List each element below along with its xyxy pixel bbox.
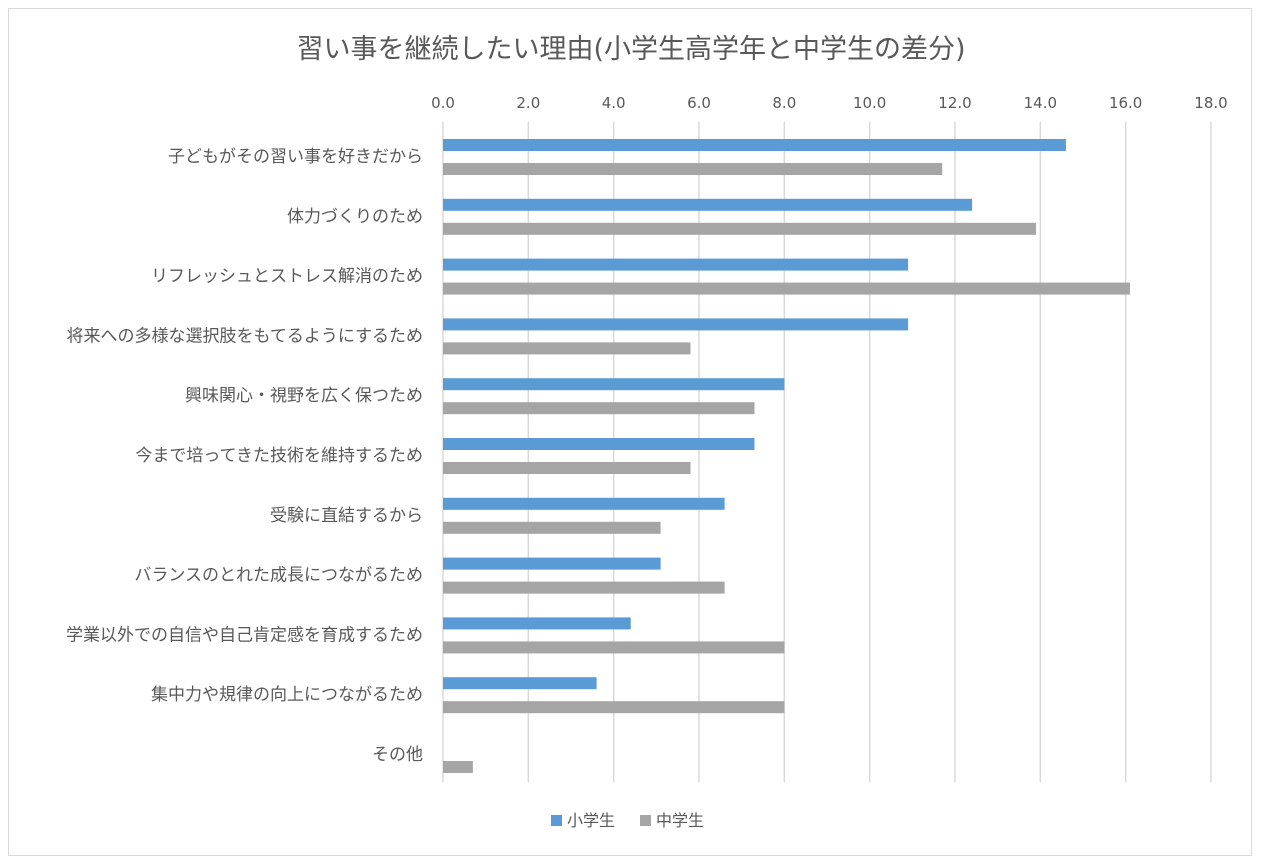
category-label: 学業以外での自信や自己肯定感を育成するため bbox=[66, 625, 423, 645]
bar-elementary bbox=[443, 378, 785, 391]
bar-junior-high bbox=[443, 342, 691, 355]
legend-swatch bbox=[551, 815, 562, 826]
bar-junior-high bbox=[443, 521, 661, 534]
bar-layer bbox=[443, 139, 1130, 773]
x-tick-label: 16.0 bbox=[1109, 94, 1142, 112]
x-tick-label: 2.0 bbox=[516, 94, 540, 112]
bar-elementary bbox=[443, 318, 909, 331]
x-tick-label: 14.0 bbox=[1024, 94, 1057, 112]
legend-label: 中学生 bbox=[656, 811, 704, 830]
x-tick-label: 6.0 bbox=[687, 94, 711, 112]
tick-layer: 0.0 2.0 4.0 6.0 8.0 10.0 12.0 14.0 16.0 18.0 bbox=[431, 94, 1228, 112]
category-label: 体力づくりのため bbox=[287, 207, 423, 227]
x-tick-label: 0.0 bbox=[431, 94, 455, 112]
category-label: バランスのとれた成長につながるため bbox=[134, 566, 423, 586]
bar-junior-high bbox=[443, 641, 785, 654]
bar-junior-high bbox=[443, 163, 943, 175]
category-label: 集中力や規律の向上につながるため bbox=[151, 685, 423, 705]
legend-label: 小学生 bbox=[567, 811, 615, 830]
bar-elementary bbox=[443, 497, 725, 510]
x-tick-label: 18.0 bbox=[1194, 94, 1227, 112]
category-label: 興味関心・視野を広く保つため bbox=[185, 386, 423, 406]
category-label: その他 bbox=[372, 745, 423, 765]
bar-elementary bbox=[443, 139, 1066, 151]
bar-junior-high bbox=[443, 701, 785, 714]
bar-junior-high bbox=[443, 282, 1130, 295]
bar-elementary bbox=[443, 258, 909, 271]
bar-junior-high bbox=[443, 462, 691, 474]
bar-junior-high bbox=[443, 581, 725, 594]
bar-elementary bbox=[443, 438, 755, 450]
bar-elementary bbox=[443, 617, 631, 630]
legend: 小学生 中学生 bbox=[551, 811, 704, 830]
bar-elementary bbox=[443, 198, 973, 211]
x-tick-label: 10.0 bbox=[853, 94, 886, 112]
category-label: 子どもがその習い事を好きだから bbox=[168, 147, 423, 167]
bar-elementary bbox=[443, 557, 661, 570]
bar-elementary bbox=[443, 677, 597, 690]
legend-swatch bbox=[640, 815, 651, 826]
bar-junior-high bbox=[443, 222, 1037, 235]
category-layer: 子どもがその習い事を好きだから体力づくりのためリフレッシュとストレス解消のため将… bbox=[66, 147, 423, 765]
chart-title: 習い事を継続したい理由(小学生高学年と中学生の差分) bbox=[296, 34, 965, 65]
x-tick-label: 12.0 bbox=[938, 94, 971, 112]
category-label: 今まで培ってきた技術を維持するため bbox=[135, 446, 423, 466]
category-label: 将来への多様な選択肢をもてるようにするため bbox=[67, 326, 424, 346]
category-label: 受験に直結するから bbox=[270, 506, 423, 526]
x-tick-label: 4.0 bbox=[602, 94, 626, 112]
category-label: リフレッシュとストレス解消のため bbox=[151, 267, 423, 287]
x-tick-label: 8.0 bbox=[772, 94, 796, 112]
bar-junior-high bbox=[443, 402, 755, 415]
bar-junior-high bbox=[443, 761, 473, 773]
